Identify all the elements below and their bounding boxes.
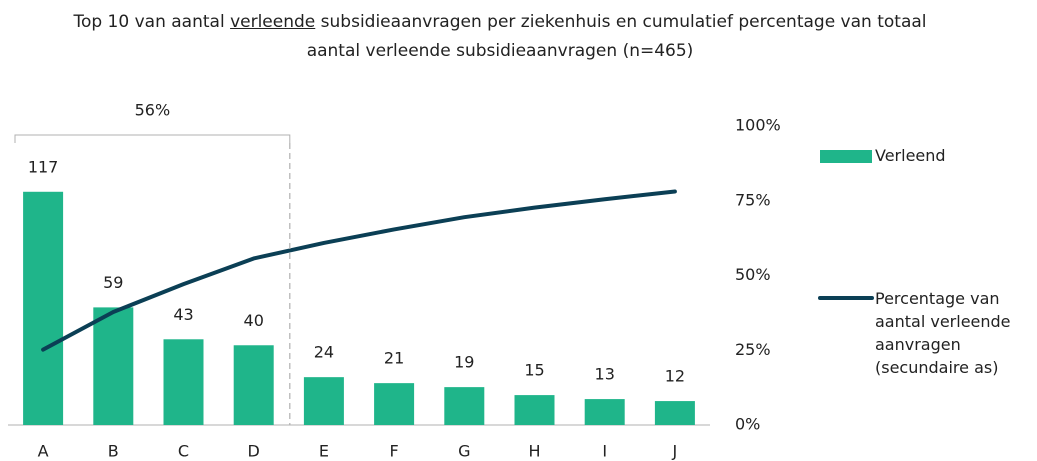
title-part: Top 10 van aantal bbox=[73, 12, 231, 32]
y2-tick-label: 25% bbox=[735, 340, 771, 359]
bar bbox=[233, 345, 274, 425]
x-tick-label: C bbox=[178, 442, 189, 461]
value-label: 59 bbox=[103, 273, 123, 292]
x-tick-label: F bbox=[389, 442, 398, 461]
bar bbox=[584, 399, 625, 425]
value-label: 13 bbox=[595, 365, 615, 384]
y2-tick-label: 75% bbox=[735, 190, 771, 209]
y2-tick-label: 50% bbox=[735, 265, 771, 284]
x-tick-label: J bbox=[672, 442, 678, 461]
value-label: 40 bbox=[244, 311, 264, 330]
value-label: 15 bbox=[524, 361, 544, 380]
value-label: 21 bbox=[384, 349, 404, 368]
bar bbox=[444, 387, 485, 425]
x-tick-label: H bbox=[528, 442, 540, 461]
line bbox=[41, 189, 677, 352]
title-part: subsidieaanvragen per ziekenhuis en cumu… bbox=[306, 12, 927, 61]
bar bbox=[654, 401, 695, 425]
x-tick-label: A bbox=[38, 442, 49, 461]
x-tick-label: I bbox=[602, 442, 607, 461]
x-tick-label: E bbox=[319, 442, 329, 461]
annotation: 56% bbox=[135, 101, 171, 120]
chart-title: Top 10 van aantal verleende subsidieaanv… bbox=[60, 8, 940, 66]
x-tick-label: G bbox=[458, 442, 470, 461]
bar bbox=[514, 395, 555, 425]
value-label: 24 bbox=[314, 343, 334, 362]
legend-label: Verleend bbox=[875, 146, 946, 165]
legend-swatch bbox=[820, 150, 872, 163]
bar bbox=[93, 307, 134, 425]
x-tick-label: D bbox=[248, 442, 260, 461]
title-part: verleende bbox=[230, 12, 316, 32]
bar bbox=[303, 377, 344, 425]
y2-tick-label: 100% bbox=[735, 116, 781, 135]
bracket bbox=[14, 134, 291, 143]
value-label: 43 bbox=[173, 305, 193, 324]
x-tick-label: B bbox=[108, 442, 119, 461]
value-label: 117 bbox=[28, 157, 59, 176]
bar bbox=[23, 191, 64, 425]
value-label: 12 bbox=[665, 367, 685, 386]
value-label: 19 bbox=[454, 353, 474, 372]
legend-label: Percentage van aantal verleende aanvrage… bbox=[875, 289, 1011, 377]
bar bbox=[374, 383, 415, 425]
y2-tick-label: 0% bbox=[735, 415, 760, 434]
bar bbox=[163, 339, 204, 425]
